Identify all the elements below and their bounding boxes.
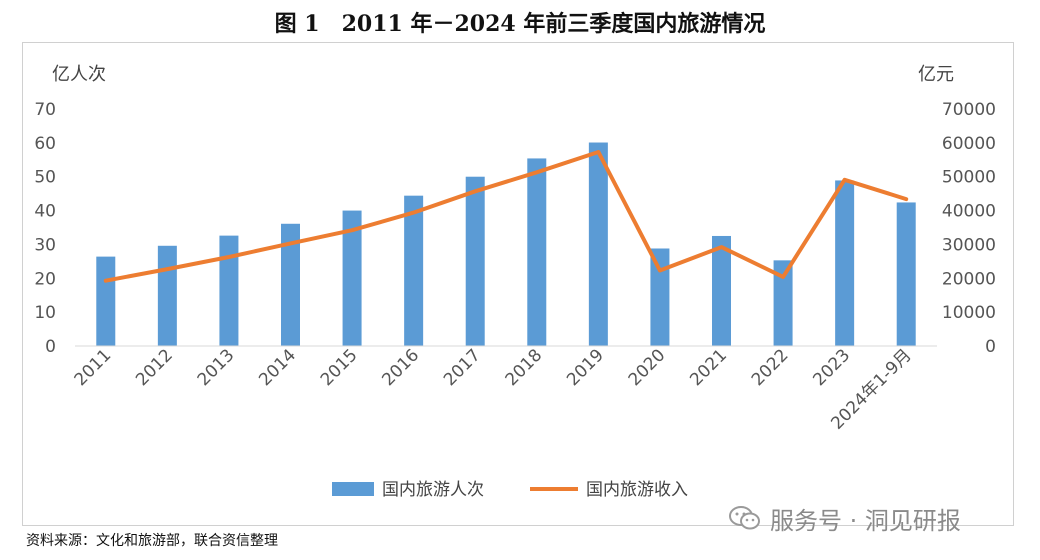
bar [835,180,855,346]
right-tick-label: 50000 [942,168,996,188]
bar [465,176,485,346]
x-tick-label: 2018 [502,345,547,390]
x-tick-label: 2011 [71,345,116,390]
x-axis-ticks: 2011 2012 2013 2014 2015 2016 2017 2018 2019 2020… [71,345,916,433]
x-tick-label: 2023 [809,345,854,390]
right-tick-label: 10000 [942,303,996,323]
x-tick-label: 2014 [255,345,300,390]
right-tick-label: 0 [985,337,996,357]
x-tick-label: 2022 [748,345,793,390]
right-tick-label: 40000 [942,202,996,222]
watermark-text: 服务号 · 洞见研报 [770,506,961,535]
bar [712,235,731,346]
bar [96,256,116,346]
bar [342,210,362,346]
source-note: 资料来源：文化和旅游部，联合资信整理 [26,533,278,549]
bar [157,245,177,346]
legend: 国内旅游人次 国内旅游收入 [332,480,688,500]
legend-label-line: 国内旅游收入 [586,480,688,500]
line-path [103,150,909,283]
figure-title: 图 1 2011 年－2024 年前三季度国内旅游情况 [274,11,766,37]
left-axis-ticks: 0 10 20 30 40 50 60 70 [34,100,56,357]
x-tick-label: 2016 [378,345,423,390]
watermark: 服务号 · 洞见研报 [728,500,961,536]
x-tick-label: 2020 [625,345,670,390]
bar [281,223,300,346]
bar [896,202,916,346]
bar [588,142,608,346]
legend-label-bar: 国内旅游人次 [382,480,484,500]
left-axis-unit: 亿人次 [52,64,106,85]
right-tick-label: 70000 [942,100,996,120]
wechat-icon [729,506,760,530]
left-tick-label: 60 [34,134,56,154]
x-tick-label: 2021 [686,345,731,390]
bar-series [96,142,916,346]
right-axis-unit: 亿元 [918,64,954,85]
chart-frame [22,42,1014,526]
x-tick-label: 2013 [194,345,239,390]
legend-swatch-bar [332,482,374,496]
left-tick-label: 30 [34,235,56,255]
x-tick-label: 2019 [563,345,608,390]
bar [650,248,670,346]
x-tick-label: 2015 [317,345,362,390]
x-tick-label: 2012 [132,345,177,390]
left-tick-label: 70 [34,100,56,120]
left-tick-label: 0 [45,337,56,357]
left-tick-label: 40 [34,202,56,222]
x-tick-label: 2017 [440,345,485,390]
right-axis-ticks: 0 10000 20000 30000 40000 50000 60000 70000 [942,100,996,357]
bar [404,195,424,346]
right-tick-label: 30000 [942,235,996,255]
bar [527,158,547,346]
right-tick-label: 20000 [942,269,996,289]
left-tick-label: 20 [34,269,56,289]
left-tick-label: 50 [34,168,56,188]
left-tick-label: 10 [34,303,56,323]
bar [219,235,239,346]
right-tick-label: 60000 [942,134,996,154]
bar [773,260,793,346]
line-series [103,150,909,283]
